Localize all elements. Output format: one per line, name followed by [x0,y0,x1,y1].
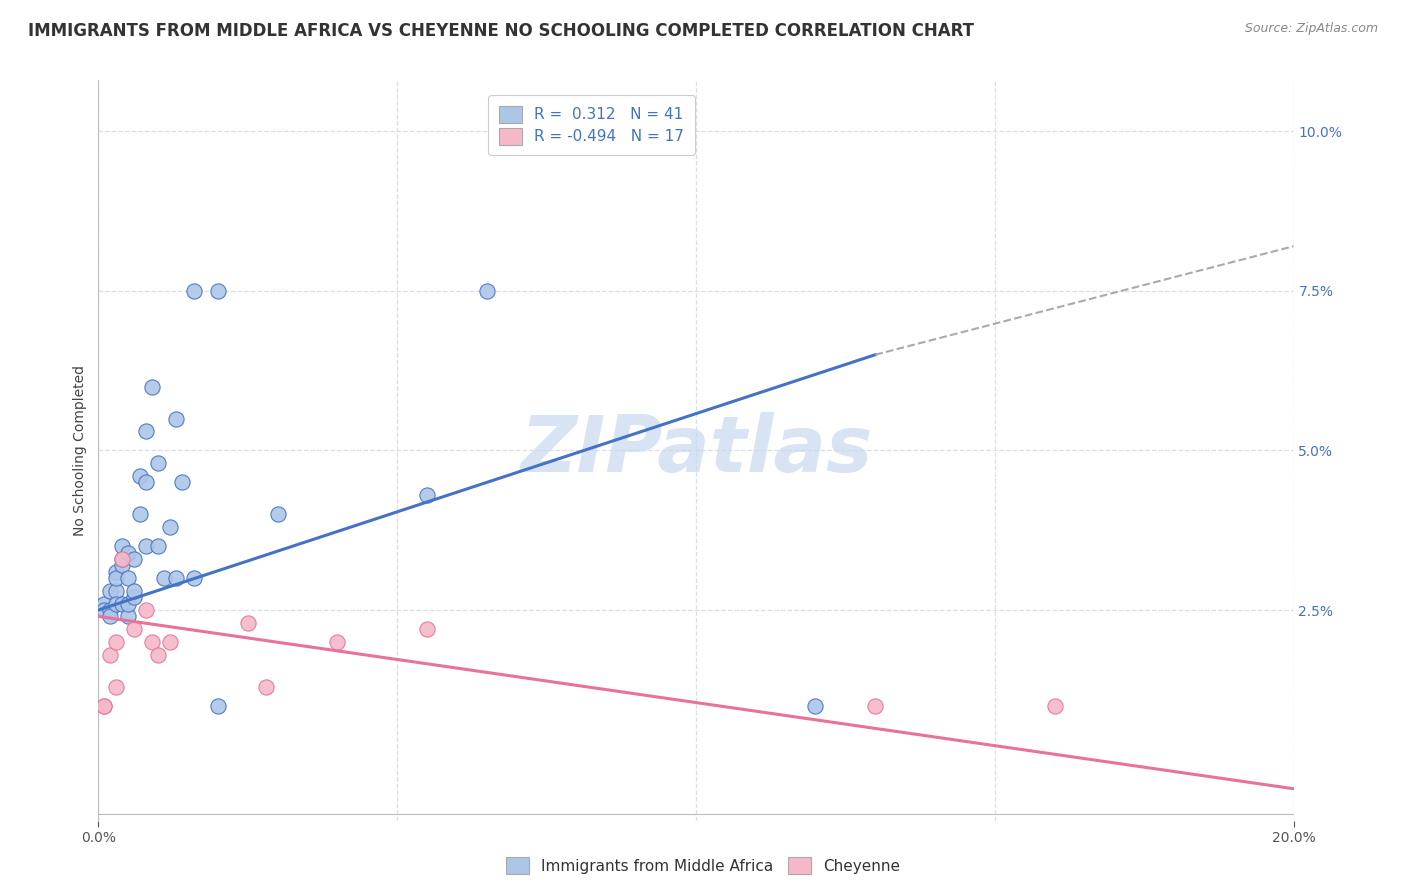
Point [93,603,115,617]
Point [105,597,128,611]
Legend: Immigrants from Middle Africa, Cheyenne: Immigrants from Middle Africa, Cheyenne [499,851,907,880]
Point [111,552,134,566]
Point [111,558,134,573]
Text: IMMIGRANTS FROM MIDDLE AFRICA VS CHEYENNE NO SCHOOLING COMPLETED CORRELATION CHA: IMMIGRANTS FROM MIDDLE AFRICA VS CHEYENN… [28,22,974,40]
Point [93,698,115,713]
Point [254,680,277,694]
Point [141,635,163,649]
Point [1043,698,1066,713]
Point [135,475,157,490]
Point [183,571,205,585]
Point [111,539,134,553]
Point [159,635,181,649]
Point [105,680,128,694]
Point [135,539,157,553]
Point [124,552,146,566]
Point [165,411,187,425]
Point [172,475,194,490]
Point [105,583,128,598]
Point [207,284,229,298]
Point [117,597,139,611]
Legend: R =  0.312   N = 41, R = -0.494   N = 17: R = 0.312 N = 41, R = -0.494 N = 17 [488,95,695,155]
Point [98,609,122,624]
Point [98,603,122,617]
Point [111,597,134,611]
Point [105,565,128,579]
Point [148,648,170,662]
Point [267,508,290,522]
Point [159,520,181,534]
Text: Source: ZipAtlas.com: Source: ZipAtlas.com [1244,22,1378,36]
Point [111,552,134,566]
Point [804,698,827,713]
Point [124,583,146,598]
Y-axis label: No Schooling Completed: No Schooling Completed [73,365,87,536]
Point [865,698,887,713]
Point [148,456,170,470]
Point [129,508,152,522]
Point [135,425,157,439]
Point [93,597,115,611]
Point [236,615,259,630]
Point [326,635,349,649]
Point [105,571,128,585]
Point [124,591,146,605]
Point [93,698,115,713]
Point [117,545,139,559]
Point [165,571,187,585]
Point [416,622,439,636]
Point [416,488,439,502]
Point [475,284,498,298]
Point [148,539,170,553]
Point [207,698,229,713]
Point [135,603,157,617]
Point [183,284,205,298]
Point [98,648,122,662]
Point [105,635,128,649]
Point [98,583,122,598]
Point [124,622,146,636]
Point [117,609,139,624]
Point [117,571,139,585]
Point [153,571,176,585]
Text: ZIPatlas: ZIPatlas [520,412,872,489]
Point [129,469,152,483]
Point [141,379,163,393]
